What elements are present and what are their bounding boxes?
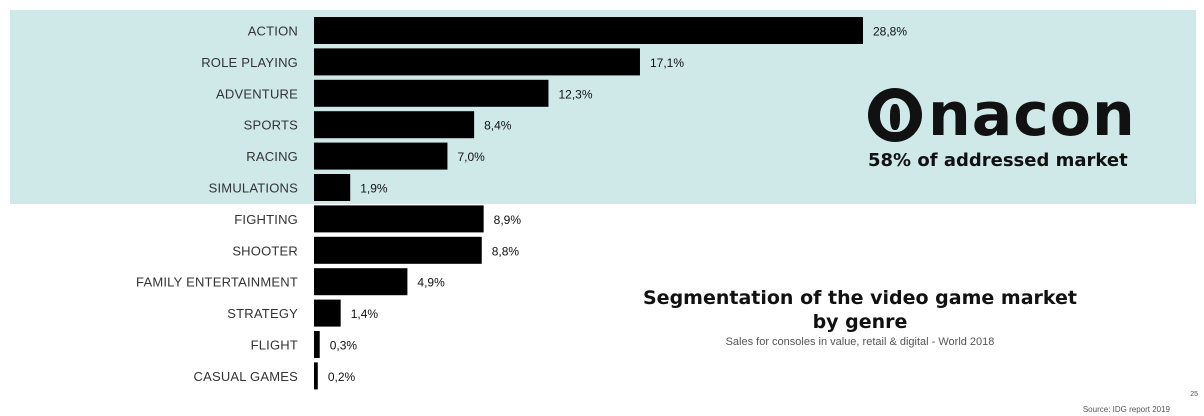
bar-strategy bbox=[314, 299, 341, 327]
value-label-sports: 8,4% bbox=[484, 119, 512, 133]
bar-adventure bbox=[314, 79, 549, 107]
bar-flight bbox=[314, 331, 320, 358]
page-number: 25 bbox=[1190, 391, 1198, 398]
source-note: Source: IDG report 2019 bbox=[1082, 405, 1170, 414]
chart-title-line-2: by genre bbox=[812, 311, 908, 333]
nacon-logo: nacon bbox=[868, 80, 1168, 150]
nacon-logo-text: nacon bbox=[928, 80, 1136, 150]
bar-shooter bbox=[314, 236, 482, 264]
value-label-strategy: 1,4% bbox=[351, 307, 379, 321]
nacon-brand-block: nacon 58% of addressed market bbox=[868, 80, 1168, 186]
value-label-flight: 0,3% bbox=[330, 339, 358, 353]
bar-casual-games bbox=[314, 362, 318, 390]
value-label-fighting: 8,9% bbox=[494, 213, 522, 227]
value-label-simulations: 1,9% bbox=[360, 182, 388, 196]
market-share-text: 58% of addressed market bbox=[868, 150, 1128, 171]
value-label-adventure: 12,3% bbox=[558, 87, 592, 101]
bar-family-entertainment bbox=[314, 268, 408, 296]
bar-racing bbox=[314, 142, 448, 170]
bar-fighting bbox=[314, 205, 484, 233]
chart-subtitle: Sales for consoles in value, retail & di… bbox=[725, 336, 995, 348]
category-label-adventure: ADVENTURE bbox=[216, 86, 298, 101]
category-label-fighting: FIGHTING bbox=[234, 212, 298, 227]
bar-action bbox=[314, 17, 863, 44]
value-label-racing: 7,0% bbox=[457, 150, 485, 164]
category-label-action: ACTION bbox=[248, 24, 298, 39]
nacon-logo-icon bbox=[868, 88, 922, 142]
chart-title-line-1: Segmentation of the video game market bbox=[643, 287, 1077, 309]
bar-simulations bbox=[314, 174, 351, 201]
category-label-casual-games: CASUAL GAMES bbox=[193, 369, 298, 384]
chart-title-block: Segmentation of the video game market by… bbox=[600, 286, 1120, 348]
category-label-racing: RACING bbox=[246, 149, 298, 164]
category-label-role-playing: ROLE PLAYING bbox=[201, 55, 298, 70]
value-label-role-playing: 17,1% bbox=[650, 56, 684, 70]
category-label-flight: FLIGHT bbox=[251, 338, 298, 353]
category-label-simulations: SIMULATIONS bbox=[209, 181, 298, 196]
value-label-shooter: 8,8% bbox=[492, 244, 520, 258]
value-label-action: 28,8% bbox=[873, 25, 907, 39]
value-label-casual-games: 0,2% bbox=[328, 370, 356, 384]
bar-sports bbox=[314, 111, 475, 139]
category-label-shooter: SHOOTER bbox=[232, 243, 298, 258]
category-label-family-entertainment: FAMILY ENTERTAINMENT bbox=[136, 275, 298, 290]
category-label-strategy: STRATEGY bbox=[227, 306, 298, 321]
bar-role-playing bbox=[314, 48, 640, 76]
category-label-sports: SPORTS bbox=[244, 118, 299, 133]
value-label-family-entertainment: 4,9% bbox=[417, 276, 445, 290]
